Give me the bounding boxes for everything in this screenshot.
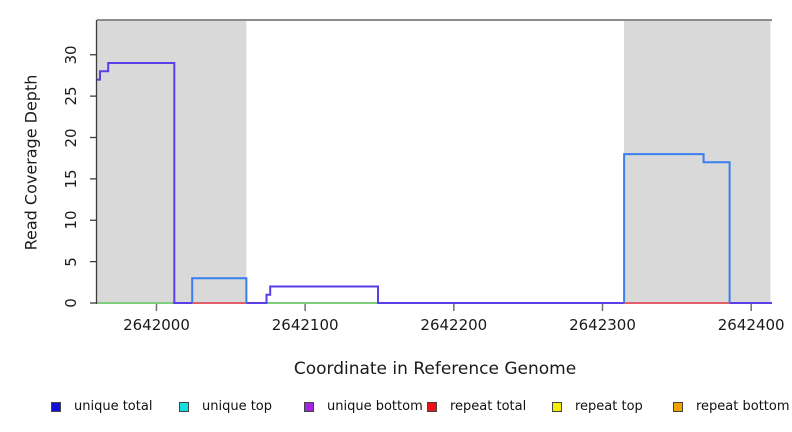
- legend-swatch-icon: [427, 402, 437, 412]
- x-tick-label: 2642400: [717, 316, 785, 334]
- y-axis-title: Read Coverage Depth: [21, 74, 41, 251]
- legend-label: repeat bottom: [696, 399, 790, 414]
- legend-label: repeat total: [450, 399, 527, 414]
- x-tick-label: 2642300: [569, 316, 636, 334]
- legend-label: unique total: [74, 399, 153, 414]
- legend-swatch-icon: [304, 402, 314, 412]
- series-unique-total-left: [191, 277, 248, 303]
- legend-swatch-icon: [552, 402, 562, 412]
- series-unique-total-right: [623, 153, 731, 303]
- x-axis-title: Coordinate in Reference Genome: [293, 359, 577, 379]
- legend-label: repeat top: [575, 399, 643, 414]
- x-tick-label: 2642200: [420, 316, 488, 334]
- x-tick-label: 2642000: [123, 316, 190, 334]
- x-tick-label: 2642100: [271, 316, 339, 334]
- repeat-region-left: [97, 20, 247, 303]
- legend-label: unique bottom: [327, 399, 423, 414]
- legend-swatch-icon: [179, 402, 189, 412]
- legend-swatch-icon: [673, 402, 683, 412]
- y-tick-label: 30: [62, 45, 80, 65]
- legend-label: unique top: [202, 399, 273, 414]
- repeat-region-right: [624, 20, 771, 303]
- legend-swatch-icon: [51, 402, 61, 412]
